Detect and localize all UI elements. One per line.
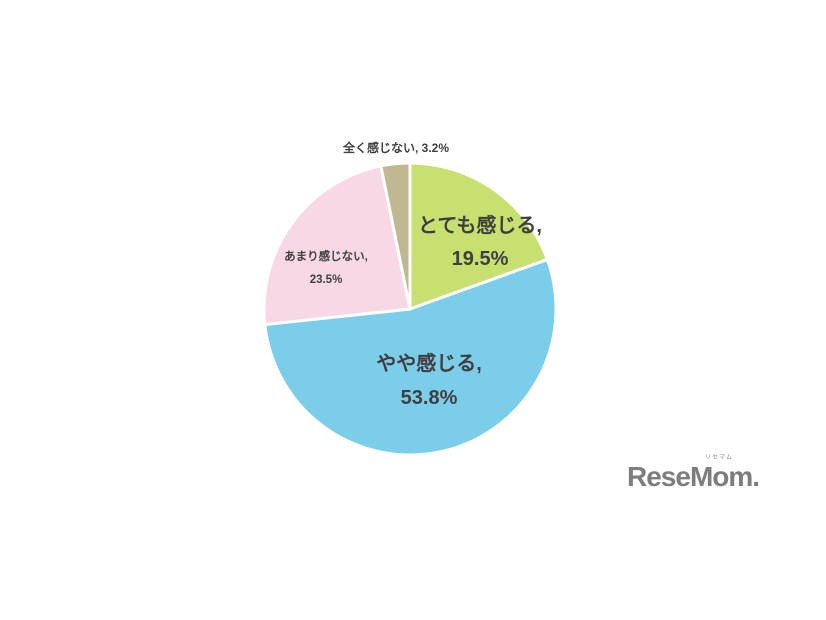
- pie-label-yaya-kanjiru: やや感じる, 53.8%: [344, 347, 514, 415]
- pie-label-amari-line1: あまり感じない,: [284, 251, 368, 263]
- resemom-logo: リセマム ReseMom.: [627, 455, 760, 492]
- logo-wordmark-period: .: [752, 461, 760, 492]
- pie-label-mattaku-kanjinai: 全く感じない, 3.2%: [342, 141, 450, 155]
- logo-wordmark-text: ReseMom: [627, 461, 753, 492]
- pie-label-yaya-line1: やや感じる,: [376, 353, 482, 375]
- pie-slice-1-やや感じる: [263, 258, 558, 457]
- pie-slice-2-あまり感じない: [262, 164, 412, 327]
- logo-ruby-text: リセマム: [704, 455, 733, 461]
- pie-label-amari-kanjinai: あまり感じない, 23.5%: [266, 246, 386, 292]
- pie-slice-3-全く感じない: [379, 161, 412, 311]
- pie-label-totemo-kanjiru: とても感じる, 19.5%: [396, 210, 564, 276]
- pie-chart: [262, 161, 558, 457]
- pie-label-amari-line2: 23.5%: [309, 274, 343, 286]
- pie-slice-0-とても感じる: [408, 161, 549, 311]
- pie-label-totemo-line1: とても感じる,: [418, 215, 542, 237]
- pie-label-totemo-line2: 19.5%: [451, 248, 509, 270]
- pie-label-yaya-line2: 53.8%: [400, 387, 458, 409]
- logo-wordmark: ReseMom.: [627, 461, 760, 492]
